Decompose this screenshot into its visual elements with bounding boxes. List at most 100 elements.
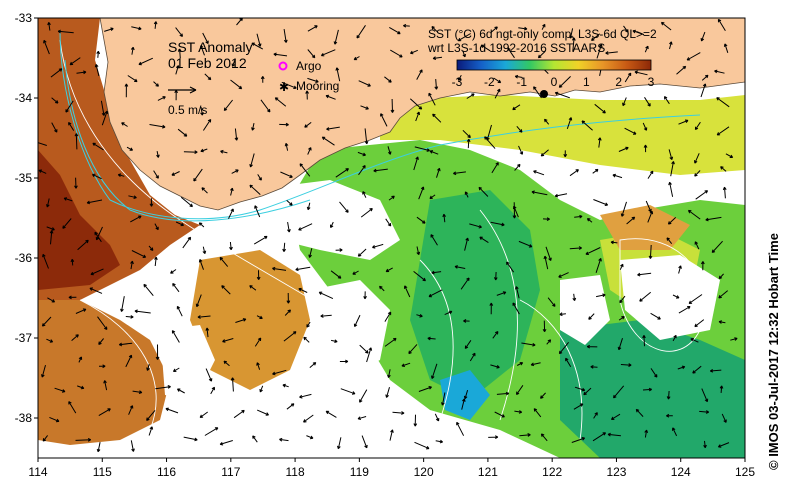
velocity-arrow — [70, 258, 75, 266]
y-axis: -33 -34 -35 -36 -37 -38 — [15, 11, 38, 425]
velocity-arrow — [97, 316, 108, 330]
velocity-arrow — [431, 363, 438, 379]
velocity-arrow — [387, 369, 391, 378]
velocity-arrow — [716, 97, 730, 108]
velocity-arrow — [416, 246, 421, 256]
velocity-arrow — [357, 248, 367, 257]
velocity-arrow — [666, 237, 673, 245]
velocity-arrow — [249, 184, 261, 195]
velocity-arrow — [75, 437, 92, 442]
velocity-arrow — [672, 427, 678, 437]
velocity-arrow — [204, 427, 219, 436]
velocity-arrow — [309, 362, 317, 368]
plot-area — [38, 18, 745, 458]
velocity-arrow — [362, 191, 367, 198]
velocity-arrow — [607, 432, 621, 437]
velocity-arrow — [120, 296, 125, 312]
x-tick-label: 114 — [28, 465, 47, 479]
velocity-arrow — [388, 195, 395, 201]
velocity-arrow — [666, 413, 673, 418]
velocity-arrow — [204, 73, 212, 81]
velocity-arrow — [308, 248, 313, 258]
velocity-arrow — [298, 223, 313, 231]
product-description-line1: SST (°C) 6d ngt-only comp, L3S-6d QL>=2 — [428, 27, 657, 41]
velocity-arrow — [307, 147, 312, 155]
velocity-arrow — [695, 190, 709, 200]
velocity-arrow — [257, 409, 269, 416]
velocity-arrow — [595, 258, 602, 273]
velocity-arrow — [571, 37, 576, 52]
velocity-arrow — [353, 56, 360, 61]
velocity-arrow — [171, 330, 180, 343]
velocity-arrow — [153, 81, 159, 87]
velocity-arrow — [418, 386, 432, 392]
velocity-arrow — [514, 163, 521, 171]
velocity-arrow — [157, 96, 166, 101]
velocity-arrow — [358, 80, 371, 87]
velocity-arrow — [530, 362, 541, 367]
velocity-arrow — [176, 388, 185, 394]
velocity-arrow — [260, 99, 271, 113]
velocity-arrow — [466, 93, 475, 99]
velocity-arrow — [463, 389, 469, 400]
velocity-arrow — [718, 273, 724, 280]
velocity-arrow — [148, 245, 154, 251]
velocity-arrow — [279, 437, 289, 442]
velocity-arrow — [229, 241, 233, 251]
velocity-arrow — [174, 89, 179, 101]
velocity-arrow — [613, 385, 625, 399]
velocity-arrow — [401, 362, 411, 367]
velocity-arrow — [380, 113, 388, 127]
velocity-arrow — [373, 168, 388, 173]
velocity-arrow — [51, 122, 58, 133]
velocity-arrow — [94, 231, 102, 243]
velocity-arrow — [90, 268, 104, 276]
velocity-arrow — [251, 42, 264, 50]
velocity-arrow — [634, 70, 648, 76]
velocity-arrow — [75, 308, 87, 314]
velocity-arrow — [282, 383, 289, 388]
yellow-anomaly-shelf — [380, 95, 745, 175]
colorbar-tick-label: 3 — [648, 75, 655, 89]
velocity-arrow — [306, 202, 311, 211]
velocity-arrow — [703, 440, 707, 449]
velocity-arrow — [521, 342, 536, 347]
y-tick-label: -38 — [15, 411, 33, 425]
velocity-arrow — [219, 440, 233, 446]
velocity-arrow — [457, 33, 471, 42]
velocity-arrow — [699, 410, 710, 414]
velocity-arrow — [431, 270, 442, 275]
velocity-arrow — [74, 133, 79, 150]
colorbar-tick-label: 0 — [551, 75, 558, 89]
velocity-arrow — [518, 145, 524, 155]
velocity-arrow — [610, 240, 618, 245]
velocity-arrow — [384, 76, 392, 83]
velocity-arrow — [41, 316, 52, 327]
velocity-arrow — [496, 391, 510, 396]
velocity-arrow — [540, 433, 548, 442]
no-data-hole-3 — [620, 255, 720, 340]
velocity-arrow — [299, 393, 312, 399]
velocity-arrow — [256, 33, 262, 47]
velocity-arrow — [667, 217, 677, 225]
velocity-arrow — [512, 104, 521, 111]
velocity-arrow — [134, 309, 151, 314]
velocity-arrow — [42, 435, 48, 442]
velocity-arrow — [512, 202, 517, 219]
velocity-arrow — [77, 385, 85, 390]
velocity-arrow — [624, 127, 637, 135]
x-tick-label: 120 — [414, 465, 434, 479]
velocity-arrow — [574, 214, 583, 219]
velocity-arrow — [694, 121, 701, 131]
velocity-arrow — [221, 285, 231, 295]
velocity-arrow — [413, 271, 426, 282]
velocity-arrow — [54, 387, 66, 393]
velocity-arrow — [664, 96, 670, 105]
velocity-arrow — [78, 356, 83, 363]
shelf-contours — [59, 29, 701, 222]
scale-label: 0.5 m/s — [168, 103, 207, 117]
velocity-arrow — [198, 259, 204, 270]
velocity-arrow — [68, 121, 75, 131]
orange-anomaly-middle — [190, 250, 310, 390]
